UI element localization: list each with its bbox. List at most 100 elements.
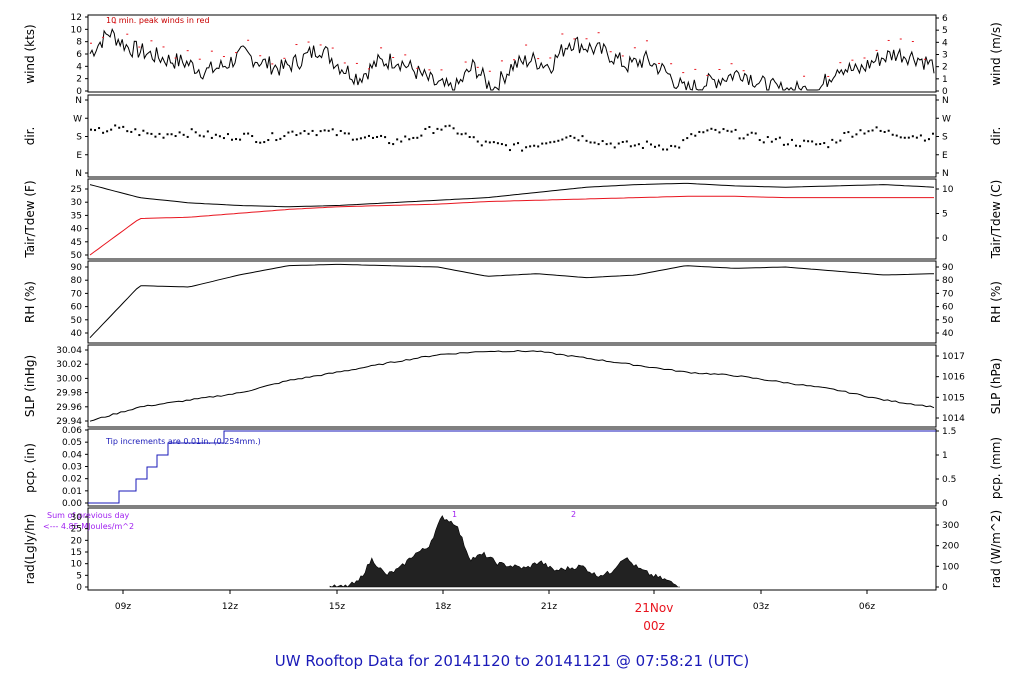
dir-point [295, 134, 298, 137]
dir-point [303, 130, 306, 133]
wind-peak-point [210, 50, 213, 52]
dir-point [658, 144, 661, 147]
x-tick-label: 21z [541, 602, 557, 612]
dir-point [315, 134, 318, 137]
dir-panel-frame [87, 94, 937, 178]
slp-ylabel-right: SLP (hPa) [989, 358, 1003, 414]
dir-point [319, 130, 322, 133]
wind-peak-point [549, 57, 552, 59]
dir-point [154, 135, 157, 138]
pcp-line [88, 430, 936, 504]
dir-point [605, 143, 608, 146]
dir-point [795, 144, 798, 147]
wind-peak-point [319, 44, 322, 46]
dir-point [811, 140, 814, 143]
rh-panel-frame [87, 260, 937, 344]
dir-point [730, 130, 733, 133]
dir-point [408, 138, 411, 141]
dir-point [488, 141, 491, 144]
wind-peak-point [609, 51, 612, 53]
rh-ylabel-right: RH (%) [989, 281, 1003, 323]
dir-point [754, 132, 757, 135]
dir-point [388, 142, 391, 145]
dir-point [786, 143, 789, 146]
wind-peak-point [367, 68, 370, 70]
y-tick-label-left: 2 [76, 75, 82, 85]
wind-peak-point [440, 69, 443, 71]
pcp-ylabel-right: pcp. (mm) [989, 437, 1003, 499]
dir-point [529, 145, 532, 148]
dir-point [662, 148, 665, 151]
wind-peak-point [561, 33, 564, 35]
dir-point [674, 145, 677, 148]
dir-point [114, 124, 117, 127]
wind-peak-point [222, 56, 225, 58]
rh-line [89, 263, 935, 339]
dir-point [770, 140, 773, 143]
wind-peak-point [428, 69, 431, 71]
y-tick-label-left: 30.00 [56, 374, 82, 384]
rad-annotation-1: Sum of previous day [47, 511, 129, 520]
dir-point [327, 129, 330, 132]
dir-point [641, 146, 644, 149]
dir-point [384, 136, 387, 139]
dir-point [698, 130, 701, 133]
dir-point [247, 132, 250, 135]
dir-point [823, 142, 826, 145]
y-tick-label-left: 30 [71, 513, 83, 523]
dir-point [831, 138, 834, 141]
wind-peak-point [887, 39, 890, 41]
dir-point [887, 129, 890, 132]
data-layer [88, 22, 936, 588]
dir-point [416, 136, 419, 139]
wind-peak-point [355, 62, 358, 64]
y-tick-label-right: 4 [942, 38, 948, 48]
dir-point [815, 143, 818, 146]
dir-point [633, 144, 636, 147]
dir-point [565, 136, 568, 139]
dir-point [895, 134, 898, 137]
y-tick-label-left: 90 [71, 263, 83, 273]
wind-peak-point [138, 46, 141, 48]
wind-peak-point [488, 70, 491, 72]
dir-point [400, 140, 403, 143]
dir-point [331, 128, 334, 131]
dir-point [581, 135, 584, 138]
y-tick-label-right: 80 [942, 276, 954, 286]
wind-peak-point [899, 38, 902, 40]
dir-point [436, 127, 439, 130]
y-tick-label-left: S [76, 133, 82, 143]
dir-point [376, 135, 379, 138]
dir-point [239, 138, 242, 141]
x-tick-label: 12z [222, 602, 238, 612]
y-tick-label-right: N [942, 96, 949, 106]
dir-point [609, 142, 612, 145]
x-tick-label: 18z [435, 602, 451, 612]
wind-peak-point [198, 58, 201, 60]
wind-peak-point [513, 59, 516, 61]
dir-point [513, 143, 516, 146]
dir-point [287, 131, 290, 134]
wind-peak-point [247, 39, 250, 41]
dir-point [875, 126, 878, 129]
y-tick-label-left: 40 [71, 329, 83, 339]
dir-point [508, 149, 511, 152]
y-tick-label-left: 70 [71, 289, 83, 299]
wind-peak-point [102, 36, 105, 38]
pcp-ylabel: pcp. (in) [23, 443, 37, 493]
dir-point [299, 132, 302, 135]
wind-peak-point [464, 61, 467, 63]
dir-point [859, 129, 862, 132]
wind-peak-point [90, 42, 92, 44]
temp-air-line [89, 182, 935, 208]
dir-point [525, 146, 528, 149]
dir-point [931, 132, 934, 135]
x-tick-label: 09z [115, 602, 131, 612]
dir-point [517, 142, 520, 145]
y-tick-label-right: 200 [942, 542, 959, 552]
dir-point [521, 149, 524, 152]
dir-point [799, 145, 802, 148]
dir-point [251, 135, 254, 138]
wind-peak-point [259, 55, 262, 57]
temp-dew-line [89, 195, 934, 256]
